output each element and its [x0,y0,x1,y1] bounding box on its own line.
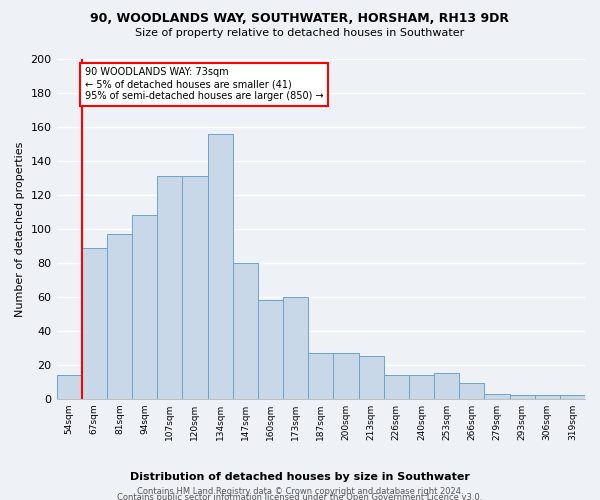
Bar [359,356,383,399]
Bar [107,234,132,399]
Bar [334,353,359,399]
Bar [56,375,82,399]
Text: 90 WOODLANDS WAY: 73sqm
← 5% of detached houses are smaller (41)
95% of semi-det: 90 WOODLANDS WAY: 73sqm ← 5% of detached… [85,68,323,100]
Bar [484,394,509,399]
Bar [82,248,107,399]
Y-axis label: Number of detached properties: Number of detached properties [15,141,25,316]
Bar [157,176,182,399]
Text: Distribution of detached houses by size in Southwater: Distribution of detached houses by size … [130,472,470,482]
Bar [182,176,208,399]
Bar [383,375,409,399]
Bar [560,396,585,399]
Bar [208,134,233,399]
Bar [409,375,434,399]
Bar [434,374,459,399]
Text: Size of property relative to detached houses in Southwater: Size of property relative to detached ho… [136,28,464,38]
Text: 90, WOODLANDS WAY, SOUTHWATER, HORSHAM, RH13 9DR: 90, WOODLANDS WAY, SOUTHWATER, HORSHAM, … [91,12,509,26]
Bar [509,396,535,399]
Bar [233,263,258,399]
Bar [283,297,308,399]
Bar [535,396,560,399]
Bar [308,353,334,399]
Text: Contains public sector information licensed under the Open Government Licence v3: Contains public sector information licen… [118,494,482,500]
Text: Contains HM Land Registry data © Crown copyright and database right 2024.: Contains HM Land Registry data © Crown c… [137,486,463,496]
Bar [459,384,484,399]
Bar [132,216,157,399]
Bar [258,300,283,399]
